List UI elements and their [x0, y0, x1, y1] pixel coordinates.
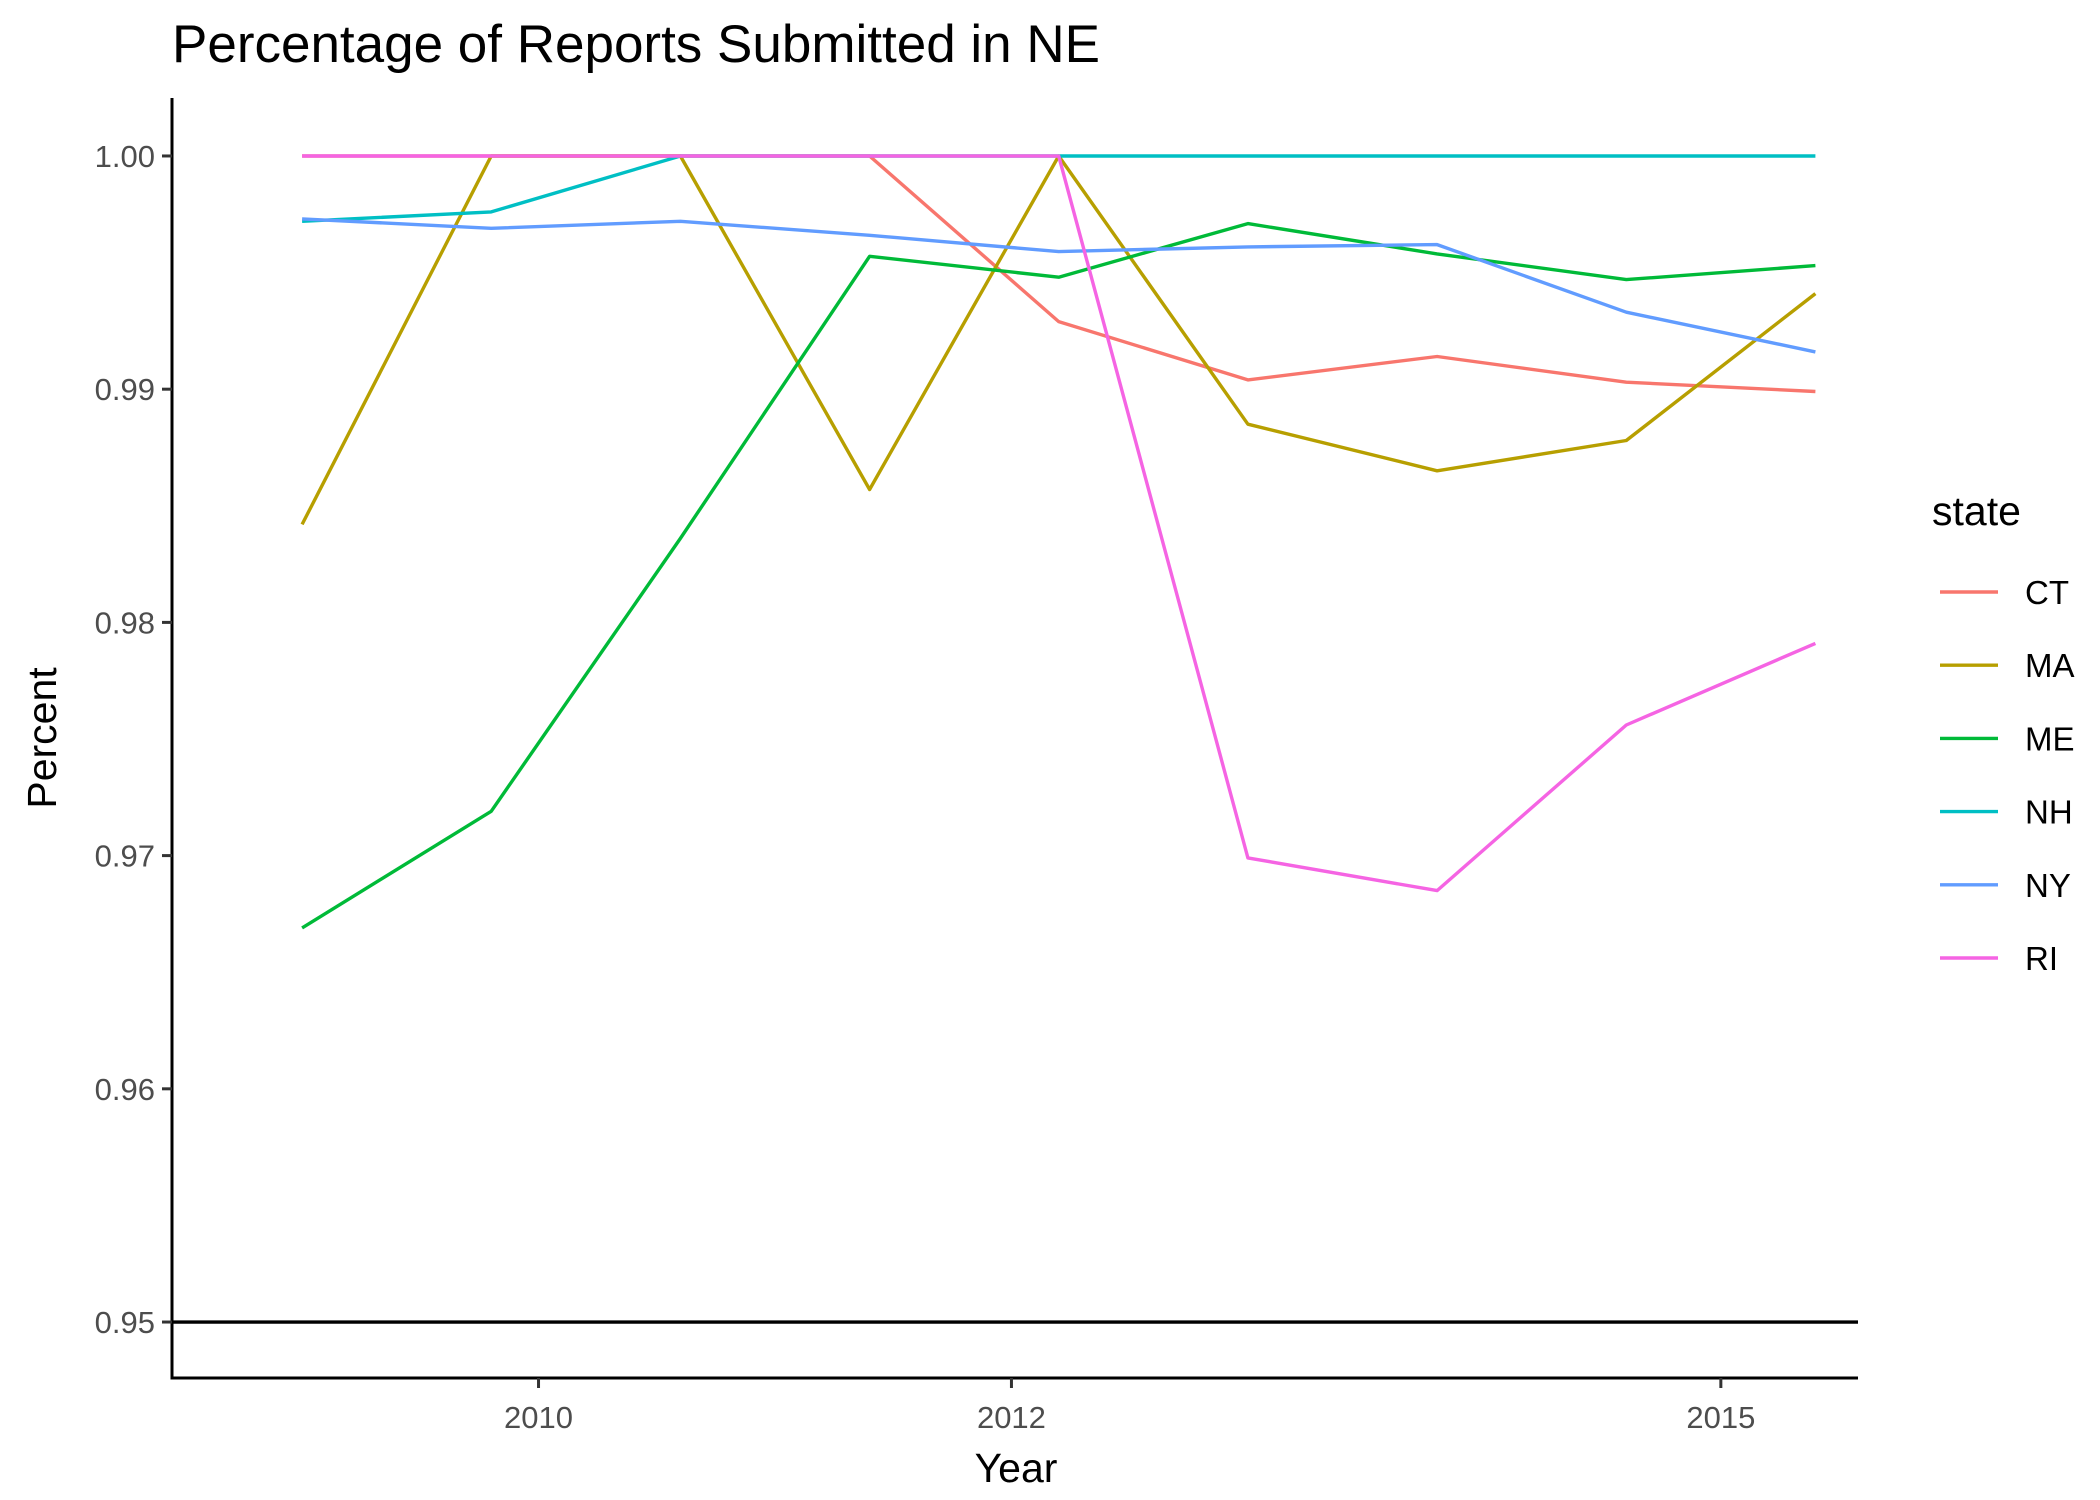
- legend-label: ME: [2025, 720, 2075, 757]
- series-line-me: [301, 221, 1816, 930]
- legend-title: state: [1932, 488, 2021, 534]
- x-axis-title: Year: [975, 1445, 1058, 1491]
- y-axis-title: Percent: [19, 667, 65, 809]
- x-tick-label: 2010: [504, 1400, 573, 1435]
- legend-label: NH: [2025, 794, 2073, 831]
- y-tick-label: 0.97: [95, 839, 155, 874]
- y-tick-label: 0.98: [95, 605, 155, 640]
- legend-item-ct: CT: [1940, 574, 2069, 611]
- x-axis: 2010 2012 2015: [170, 1376, 1858, 1435]
- legend-label: NY: [2025, 867, 2071, 904]
- series-line-ny: [302, 217, 1816, 354]
- legend-item-ri: RI: [1940, 940, 2058, 977]
- x-tick-label: 2015: [1686, 1400, 1755, 1435]
- y-axis: 0.95 0.96 0.97 0.98 0.99 1.00: [95, 98, 174, 1380]
- series-line-ri: [302, 154, 1817, 893]
- x-tick-label: 2012: [977, 1400, 1046, 1435]
- legend: state CT MA ME NH NY RI: [1932, 488, 2075, 977]
- series-line-nh: [302, 154, 1816, 223]
- chart-title: Percentage of Reports Submitted in NE: [172, 15, 1100, 74]
- legend-label: MA: [2025, 647, 2075, 684]
- legend-item-ny: NY: [1940, 867, 2071, 904]
- y-tick-label: 0.99: [95, 372, 155, 407]
- plot-area: [172, 154, 1858, 1324]
- y-tick-label: 1.00: [95, 139, 155, 174]
- legend-item-nh: NH: [1940, 794, 2073, 831]
- legend-item-me: ME: [1940, 720, 2075, 757]
- legend-label: CT: [2025, 574, 2069, 611]
- y-tick-label: 0.96: [95, 1072, 155, 1107]
- series-line-ma: [300, 154, 1817, 526]
- legend-label: RI: [2025, 940, 2058, 977]
- legend-items: CT MA ME NH NY RI: [1940, 574, 2075, 977]
- y-tick-label: 0.95: [95, 1305, 155, 1340]
- legend-item-ma: MA: [1940, 647, 2075, 684]
